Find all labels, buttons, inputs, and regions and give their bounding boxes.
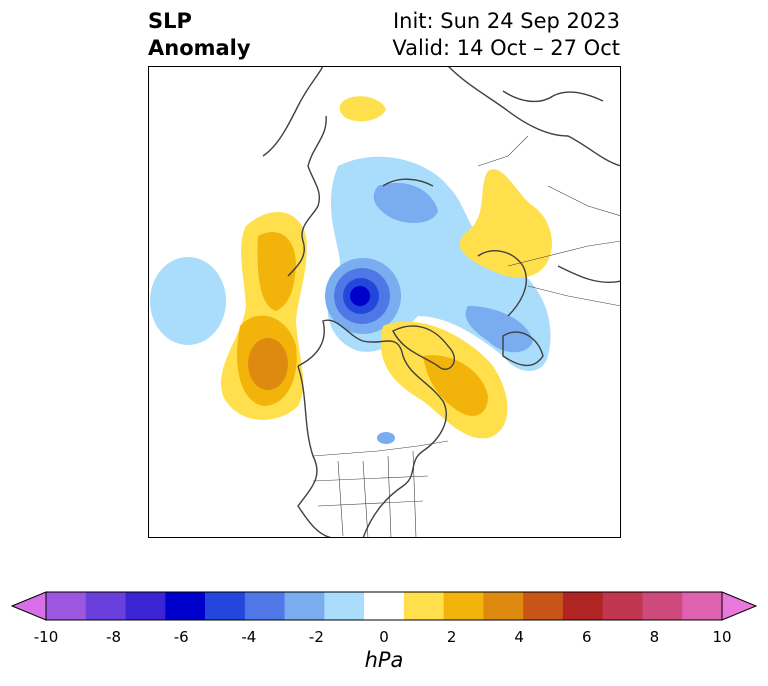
colorbar-segment xyxy=(85,592,127,620)
colorbar-segment xyxy=(165,592,206,620)
anomaly-high-north xyxy=(339,96,386,122)
anomaly-high-west-core xyxy=(257,231,296,311)
colorbar-tick-label: -6 xyxy=(173,628,189,646)
anomaly-low-great-lakes xyxy=(377,432,395,444)
anomaly-shading xyxy=(150,96,553,444)
colorbar-segment xyxy=(602,592,643,620)
colorbar-extend-max xyxy=(721,591,758,621)
political-borders xyxy=(312,135,621,538)
colorbar-tick-label: 0 xyxy=(379,628,389,646)
map-title: SLP Anomaly xyxy=(148,8,251,62)
map-panel xyxy=(148,66,621,538)
colorbar-segment xyxy=(562,592,604,620)
colorbar-segment xyxy=(244,592,286,620)
anomaly-low-siberia xyxy=(373,182,438,223)
colorbar-tick-label: -10 xyxy=(33,628,59,646)
anomaly-low-center-4 xyxy=(350,286,370,306)
colorbar-segment xyxy=(364,592,405,620)
anomaly-low-pacific xyxy=(150,257,226,345)
colorbar-segment xyxy=(403,592,445,620)
colorbar-extend-min xyxy=(10,591,47,621)
colorbar-tick-label: 8 xyxy=(649,628,660,646)
colorbar-segment xyxy=(682,592,723,620)
valid-range: Valid: 14 Oct – 27 Oct xyxy=(392,36,620,60)
colorbar-segment xyxy=(483,592,524,620)
title-line-2: Anomaly xyxy=(148,36,251,60)
colorbar xyxy=(10,591,758,621)
colorbar-tick-label: 6 xyxy=(582,628,592,646)
colorbar-segment xyxy=(324,592,365,620)
anomaly-high-siberia xyxy=(459,169,553,278)
init-date: Init: Sun 24 Sep 2023 xyxy=(392,9,620,33)
colorbar-tick-label: 2 xyxy=(446,628,457,646)
colorbar-tick-label: 10 xyxy=(712,628,732,646)
colorbar-segment xyxy=(125,592,166,620)
anomaly-high-bc-core xyxy=(248,338,288,390)
colorbar-segment xyxy=(205,592,246,620)
colorbar-segment xyxy=(46,592,87,620)
colorbar-tick-label: -2 xyxy=(308,628,324,646)
forecast-dates: Init: Sun 24 Sep 2023 Valid: 14 Oct – 27… xyxy=(392,8,620,62)
colorbar-segment xyxy=(523,592,564,620)
title-line-1: SLP xyxy=(148,9,192,33)
colorbar-tick-label: 4 xyxy=(514,628,524,646)
coastlines xyxy=(262,66,621,538)
colorbar-segment xyxy=(443,592,484,620)
colorbar-label: hPa xyxy=(364,648,404,672)
colorbar-segment xyxy=(642,592,683,620)
colorbar-outline xyxy=(45,591,723,621)
anomaly-high-atlantic-core xyxy=(423,355,488,416)
colorbar-tick-label: -8 xyxy=(106,628,122,646)
colorbar-tick-label: -4 xyxy=(241,628,257,646)
anomaly-low-norway xyxy=(465,306,533,353)
colorbar-segment xyxy=(284,592,325,620)
